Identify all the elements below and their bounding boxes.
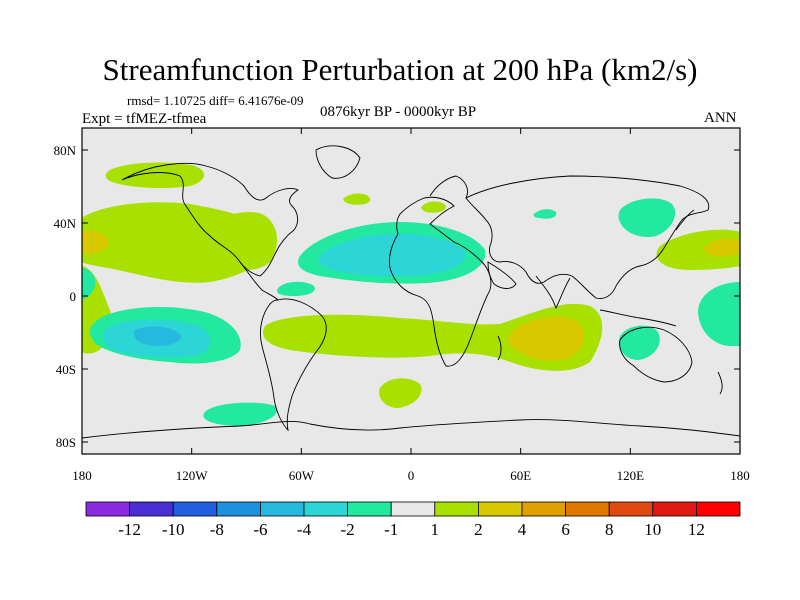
colorbar-swatch: [85, 501, 130, 517]
lon-tick-label: 60E: [510, 468, 531, 483]
coastline-japan: [675, 209, 695, 231]
coastline-north-america: [121, 162, 299, 277]
colorbar-label: -8: [210, 520, 224, 539]
colorbar-label: 12: [688, 520, 705, 539]
contour-region: [533, 209, 557, 219]
coastline-asia: [465, 175, 710, 299]
colorbar-label: -12: [118, 520, 141, 539]
contour-region: [276, 281, 315, 296]
axis-ticks: 80N 40N 0 40S 80S 180 120W 60W 0 60E 120E 180: [54, 128, 750, 483]
colorbar-label: -6: [253, 520, 267, 539]
contour-region: [133, 326, 181, 346]
colorbar-label: 6: [561, 520, 570, 539]
contour-region: [105, 162, 205, 189]
lon-tick-label: 180: [730, 468, 750, 483]
coastline-arabia: [487, 261, 517, 289]
lon-tick-label: 0: [408, 468, 415, 483]
coastline-antarctica: [82, 419, 740, 439]
colorbar-label: 4: [518, 520, 527, 539]
period-label: 0876kyr BP - 0000kyr BP: [320, 104, 477, 120]
colorbar-swatch: [521, 501, 566, 517]
lat-tick-label: 40S: [56, 362, 76, 377]
contour-region: [82, 268, 96, 300]
coastline-madagascar: [497, 335, 502, 361]
contour-region: [421, 201, 446, 213]
contour-region: [203, 212, 277, 271]
colorbar-swatch: [565, 501, 610, 517]
coastline-indonesia: [599, 309, 677, 327]
coastline-scandinavia: [429, 175, 468, 199]
contour-fields: [82, 162, 740, 426]
colorbar-label: 1: [431, 520, 440, 539]
experiment-label: Expt = tfMEZ-tfmea: [82, 111, 207, 127]
contour-region: [619, 325, 660, 360]
lon-tick-label: 120E: [617, 468, 645, 483]
contour-region: [203, 402, 277, 426]
contour-region: [343, 193, 371, 205]
colorbar-swatch: [696, 501, 741, 517]
colorbar-swatch: [303, 501, 348, 517]
contour-region: [262, 303, 603, 371]
lat-tick-label: 0: [70, 289, 77, 304]
colorbar: -12 -10 -8 -6 -4 -2 -1 1 2 4 6 8 10 12: [85, 501, 741, 539]
colorbar-label: 10: [644, 520, 661, 539]
colorbar-swatch: [390, 501, 436, 517]
contour-region: [698, 282, 740, 346]
lat-tick-label: 80S: [56, 435, 76, 450]
colorbar-label: 8: [605, 520, 614, 539]
colorbar-swatch: [434, 501, 479, 517]
colorbar-label: -1: [384, 520, 398, 539]
colorbar-swatch: [347, 501, 392, 517]
colorbar-swatch: [652, 501, 697, 517]
colorbar-swatch: [172, 501, 218, 517]
colorbar-label: -10: [162, 520, 185, 539]
coastlines: [82, 145, 740, 439]
lat-tick-label: 40N: [54, 216, 77, 231]
coastline-new-zealand: [717, 371, 723, 395]
rmsd-stats: rmsd= 1.10725 diff= 6.41676e-09: [127, 93, 304, 108]
contour-region: [318, 233, 466, 277]
colorbar-label: -4: [297, 520, 312, 539]
coastline-greenland: [315, 145, 361, 179]
colorbar-swatch: [216, 501, 261, 517]
coastline-south-america: [259, 298, 327, 432]
lon-tick-label: 180: [72, 468, 92, 483]
colorbar-label: 2: [474, 520, 483, 539]
colorbar-swatch: [608, 501, 654, 517]
contour-region: [704, 238, 740, 257]
colorbar-swatch: [477, 501, 523, 517]
contour-region: [618, 198, 676, 238]
coastline-australia: [619, 326, 693, 383]
coastline-india: [535, 275, 571, 310]
contour-region: [82, 230, 109, 254]
plot-title: Streamfunction Perturbation at 200 hPa (…: [102, 52, 698, 87]
coastline-central-america: [239, 261, 279, 301]
colorbar-swatch: [129, 501, 174, 517]
lon-tick-label: 120W: [176, 468, 209, 483]
contour-region: [507, 316, 585, 361]
season-label: ANN: [704, 110, 737, 126]
contour-region: [379, 378, 422, 408]
lon-tick-label: 60W: [289, 468, 315, 483]
lat-tick-label: 80N: [54, 143, 77, 158]
colorbar-swatch: [259, 501, 305, 517]
colorbar-label: -2: [341, 520, 355, 539]
